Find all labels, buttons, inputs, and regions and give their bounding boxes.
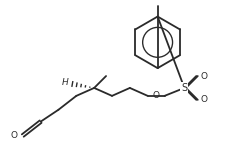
Text: H: H (62, 78, 68, 87)
Text: O: O (152, 91, 159, 100)
Text: O: O (199, 71, 206, 80)
Text: S: S (180, 83, 187, 93)
Text: O: O (11, 131, 18, 140)
Text: O: O (199, 95, 206, 104)
